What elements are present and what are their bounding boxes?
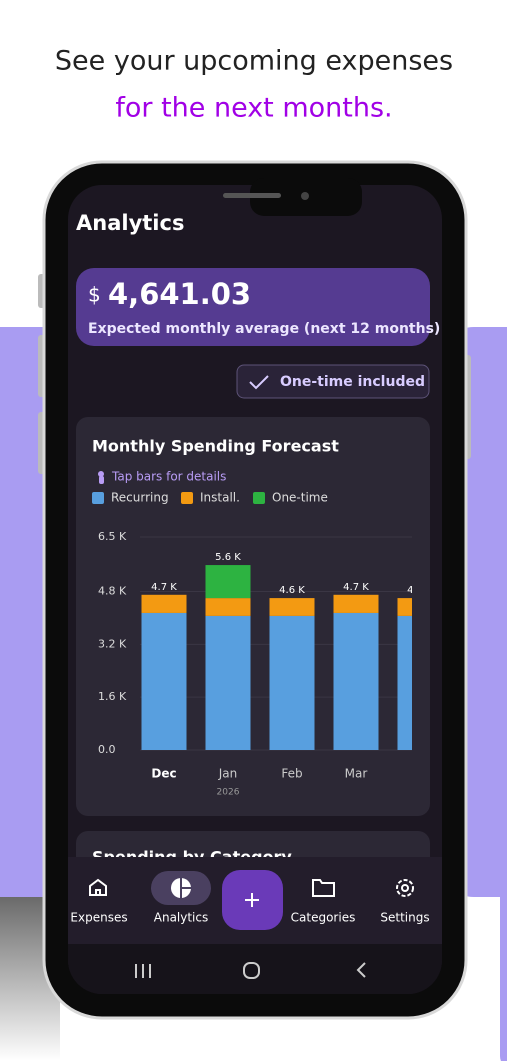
header-line1: See your upcoming expenses: [55, 46, 453, 77]
legend-swatch: [181, 492, 193, 504]
bar-segment: [333, 612, 379, 750]
plus-icon: [245, 893, 259, 907]
camera: [301, 192, 309, 200]
legend-label: Recurring: [111, 491, 169, 505]
legend: Recurring Install. One-time: [92, 491, 328, 505]
bar-segment: [205, 565, 251, 599]
nav-label: Expenses: [70, 911, 127, 925]
sys-back: [356, 962, 366, 978]
bar-segment: [397, 598, 412, 616]
speaker: [223, 193, 281, 198]
app-title: Analytics: [76, 211, 184, 235]
header-line2: for the next months.: [115, 93, 392, 124]
bars: 4.7 K 5.6 K 4.6 K 4.7 K 4.6 K: [141, 552, 433, 750]
filter-chip[interactable]: [236, 364, 430, 399]
bar-segment: [333, 594, 379, 613]
bar-total-label: 5.6 K: [215, 552, 241, 563]
bar-total-label: 4.6 K: [407, 585, 433, 596]
x-tick-label: Dec: [151, 767, 176, 781]
y-tick-label: 3.2 K: [98, 637, 127, 650]
summary-caption: Expected monthly average (next 12 months…: [88, 321, 440, 337]
y-tick-label: 0.0: [98, 743, 116, 756]
gear-icon: [401, 884, 409, 892]
amount: 4,641.03: [108, 277, 251, 311]
currency: $: [88, 283, 101, 307]
summary-card: [76, 268, 430, 346]
bar-total-label: 4.6 K: [279, 585, 305, 596]
bar-segment: [205, 598, 251, 616]
bar-segment: [269, 615, 315, 750]
x-tick-label: Feb: [281, 767, 302, 781]
legend-swatch: [92, 492, 104, 504]
y-tick-label: 4.8 K: [98, 584, 127, 597]
nav-label: Settings: [380, 911, 429, 925]
hand-icon: [99, 476, 104, 484]
hand-icon: [98, 471, 104, 477]
legend-label: One-time: [272, 491, 328, 505]
gear-icon: [396, 879, 414, 897]
chart-hint: Tap bars for details: [111, 470, 226, 484]
legend-label: Install.: [200, 491, 240, 505]
nav-labels: Expenses Analytics Categories Settings: [70, 911, 429, 925]
system-nav: [68, 944, 442, 994]
x-tick-sublabel: 2026: [217, 788, 240, 798]
x-tick-label: Jan: [218, 767, 238, 781]
bar-segment: [269, 598, 315, 616]
sys-recents: [135, 964, 151, 978]
home-icon: [89, 878, 107, 896]
legend-swatch: [253, 492, 265, 504]
bar-segment: [141, 612, 187, 750]
nav-label: Categories: [291, 911, 356, 925]
bar-segment: [205, 615, 251, 750]
folder-icon: [312, 879, 335, 897]
y-tick-label: 1.6 K: [98, 690, 127, 703]
bar-segment: [141, 594, 187, 613]
bar-total-label: 4.7 K: [343, 582, 369, 593]
chart-title: Monthly Spending Forecast: [92, 437, 339, 456]
y-tick-label: 6.5 K: [98, 530, 127, 543]
bar-total-label: 4.7 K: [151, 582, 177, 593]
decor-right-low: [500, 871, 507, 1061]
sys-home: [243, 962, 260, 979]
pie-icon: [180, 878, 191, 898]
nav-label: Analytics: [154, 911, 209, 925]
check-icon: [249, 375, 269, 390]
bar-segment: [397, 615, 412, 750]
x-tick-label: Mar: [345, 767, 368, 781]
chip-label: One-time included: [280, 374, 425, 390]
plot: 0.01.6 K3.2 K4.8 K6.5 K4.7 K5.6 K4.6 K 4.…: [98, 530, 433, 798]
screen: Analytics $ 4,641.03 Expected monthly av…: [68, 185, 442, 994]
